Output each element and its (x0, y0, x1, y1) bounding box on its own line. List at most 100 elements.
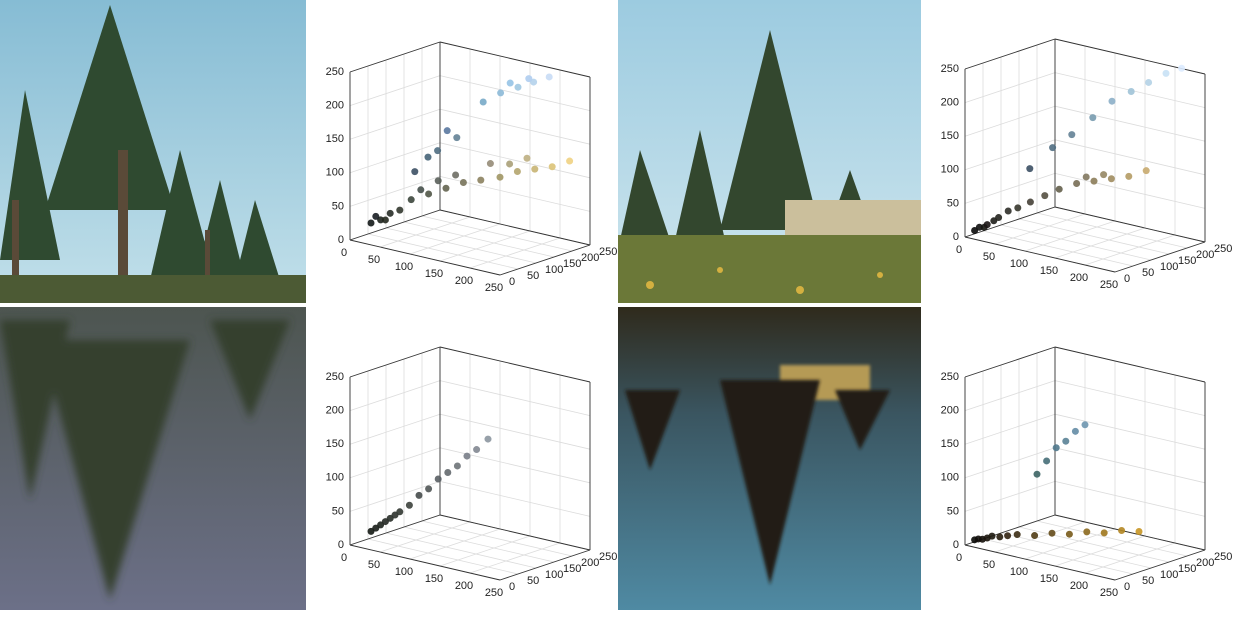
data-point (1062, 438, 1069, 445)
y-tick-label: 0 (509, 276, 515, 288)
z-tick-label: 50 (947, 197, 959, 209)
grid-line (350, 109, 440, 139)
data-point (1083, 173, 1090, 180)
data-point (1066, 531, 1073, 538)
data-point (1034, 471, 1041, 478)
grid-line (440, 381, 590, 416)
y-tick-label: 50 (1142, 267, 1154, 279)
grid-line (404, 527, 554, 562)
z-tick-label: 100 (941, 164, 959, 176)
data-point (1073, 180, 1080, 187)
data-point (507, 80, 514, 87)
grid-line (1055, 106, 1205, 141)
y-tick-label: 100 (1160, 569, 1178, 581)
x-tick-label: 200 (455, 275, 473, 287)
photo-meadow (618, 0, 921, 303)
z-tick-label: 100 (326, 472, 344, 484)
grid-line (350, 381, 440, 411)
axis-frame (1055, 515, 1205, 550)
grid-line (440, 414, 590, 449)
grid-line (368, 234, 518, 269)
data-point (984, 221, 991, 228)
data-point (1004, 532, 1011, 539)
data-point (1049, 530, 1056, 537)
x-tick-label: 200 (1070, 272, 1088, 284)
grid-line (1055, 481, 1205, 516)
z-tick-label: 50 (332, 200, 344, 212)
grid-line (440, 76, 590, 111)
data-point (996, 533, 1003, 540)
data-point (425, 485, 432, 492)
data-point (497, 89, 504, 96)
data-point (425, 154, 432, 161)
z-tick-label: 0 (338, 539, 344, 551)
grid-line (440, 481, 590, 516)
data-point (452, 172, 459, 179)
y-tick-label: 50 (527, 270, 539, 282)
data-point (497, 174, 504, 181)
y-tick-label: 250 (599, 551, 617, 563)
z-tick-label: 150 (326, 438, 344, 450)
data-point (1100, 171, 1107, 178)
z-tick-label: 250 (941, 371, 959, 383)
plot-3d: 0501001502002500501001502002500501001502… (326, 347, 618, 599)
grid-line (983, 539, 1133, 574)
data-point (435, 177, 442, 184)
data-point (1014, 531, 1021, 538)
x-tick-label: 250 (1100, 587, 1118, 599)
y-tick-label: 250 (1214, 551, 1232, 563)
axis-frame (440, 210, 590, 245)
grid-line (410, 224, 500, 254)
x-tick-label: 150 (1040, 265, 1058, 277)
data-point (1145, 79, 1152, 86)
y-tick-label: 200 (581, 557, 599, 569)
z-tick-label: 100 (326, 167, 344, 179)
axis-frame (350, 515, 440, 545)
data-point (1082, 421, 1089, 428)
grid-line (440, 536, 530, 566)
z-tick-label: 200 (326, 405, 344, 417)
data-point (387, 210, 394, 217)
y-tick-label: 150 (1178, 255, 1196, 267)
data-point (453, 134, 460, 141)
x-tick-label: 50 (983, 559, 995, 571)
data-point (1089, 114, 1096, 121)
data-point (454, 462, 461, 469)
data-point (525, 75, 532, 82)
grid-line (965, 381, 1055, 411)
grid-line (965, 140, 1055, 170)
data-point (1068, 131, 1075, 138)
figure: 0501001502002500501001502002500501001502… (0, 0, 1233, 615)
x-tick-label: 0 (956, 244, 962, 256)
data-point (566, 158, 573, 165)
axis-frame (350, 42, 440, 72)
axis-frame (440, 515, 590, 550)
grid-line (368, 539, 518, 574)
data-point (473, 446, 480, 453)
grid-line (410, 529, 500, 559)
data-point (435, 476, 442, 483)
data-point (1143, 167, 1150, 174)
grid-line (965, 481, 1055, 511)
data-point (425, 190, 432, 197)
axis-frame (440, 347, 590, 382)
data-point (444, 469, 451, 476)
x-tick-label: 0 (956, 552, 962, 564)
grid-line (995, 214, 1085, 244)
data-point (1005, 208, 1012, 215)
y-tick-label: 100 (1160, 261, 1178, 273)
data-point (1118, 527, 1125, 534)
data-point (460, 179, 467, 186)
data-point (1053, 444, 1060, 451)
y-tick-label: 150 (1178, 563, 1196, 575)
x-tick-label: 150 (1040, 573, 1058, 585)
x-tick-label: 100 (1010, 566, 1028, 578)
grid-line (422, 521, 572, 556)
data-point (546, 73, 553, 80)
y-tick-label: 0 (1124, 581, 1130, 593)
data-point (989, 533, 996, 540)
grid-line (1025, 221, 1115, 251)
axis-frame (440, 42, 590, 77)
data-point (434, 147, 441, 154)
x-tick-label: 250 (485, 282, 503, 294)
